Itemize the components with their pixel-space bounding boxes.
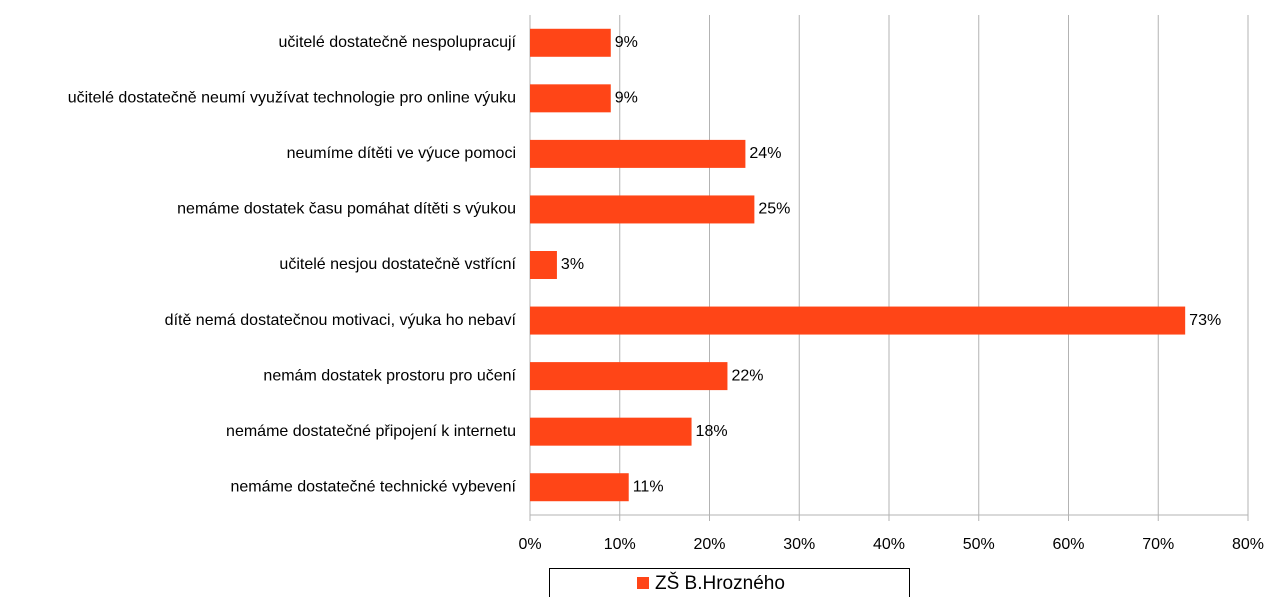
data-label: 25% <box>758 201 790 218</box>
data-label: 9% <box>615 90 638 107</box>
legend-box <box>549 568 910 597</box>
data-label: 18% <box>696 423 728 440</box>
y-tick-label: učitelé dostatečně nespolupracují <box>279 34 517 51</box>
bar <box>530 251 557 279</box>
data-label: 24% <box>749 145 781 162</box>
data-label: 3% <box>561 256 584 273</box>
y-tick-label: učitelé nesjou dostatečně vstřícní <box>279 256 516 273</box>
bar <box>530 306 1186 335</box>
bar <box>530 195 755 224</box>
y-tick-label: nemáme dostatečné technické vybevení <box>231 478 517 495</box>
data-label: 9% <box>615 34 638 51</box>
x-tick-label: 60% <box>1052 536 1084 553</box>
bar <box>530 84 611 113</box>
bar <box>530 417 692 446</box>
x-tick-label: 80% <box>1232 536 1264 553</box>
x-tick-label: 10% <box>604 536 636 553</box>
y-tick-label: nemám dostatek prostoru pro učení <box>263 367 516 384</box>
data-label: 73% <box>1189 312 1221 329</box>
legend-label: ZŠ B.Hrozného <box>655 572 785 594</box>
bar <box>530 139 746 168</box>
x-tick-label: 70% <box>1142 536 1174 553</box>
bar <box>530 362 728 391</box>
x-tick-label: 30% <box>783 536 815 553</box>
x-tick-label: 0% <box>518 536 541 553</box>
y-tick-label: neumíme dítěti ve výuce pomoci <box>287 145 516 162</box>
legend-swatch <box>637 577 649 589</box>
data-label: 11% <box>633 478 664 495</box>
y-tick-label: nemáme dostatek času pomáhat dítěti s vý… <box>177 201 516 218</box>
bar <box>530 473 629 502</box>
y-tick-label: učitelé dostatečně neumí využívat techno… <box>68 90 516 107</box>
x-tick-label: 20% <box>693 536 725 553</box>
y-tick-label: nemáme dostatečné připojení k internetu <box>226 423 516 440</box>
y-tick-label: dítě nemá dostatečnou motivaci, výuka ho… <box>165 312 517 329</box>
x-tick-label: 40% <box>873 536 905 553</box>
bar <box>530 28 611 57</box>
data-label: 22% <box>731 367 763 384</box>
x-tick-label: 50% <box>963 536 995 553</box>
